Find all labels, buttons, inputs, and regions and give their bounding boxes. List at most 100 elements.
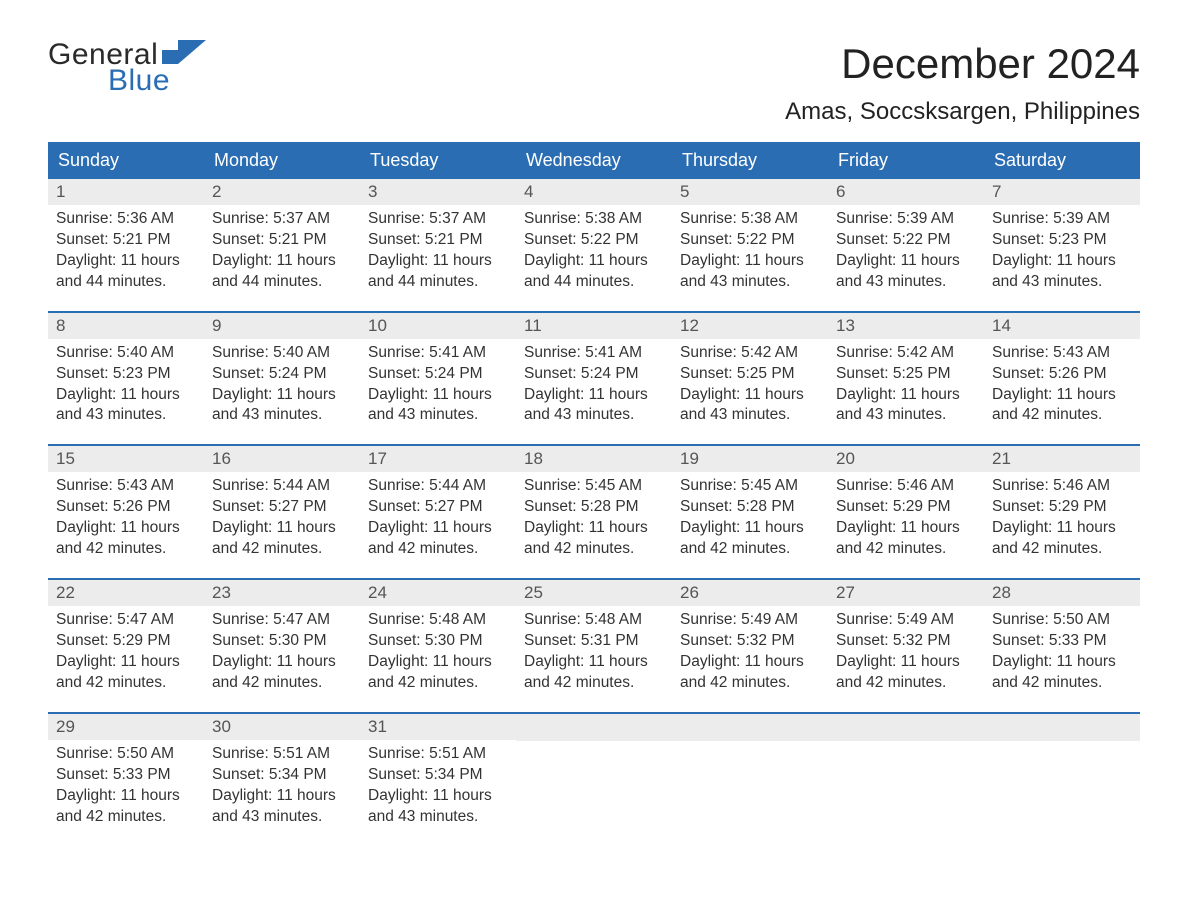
day-body: Sunrise: 5:36 AMSunset: 5:21 PMDaylight:… [48,205,204,301]
calendar: SundayMondayTuesdayWednesdayThursdayFrid… [48,142,1140,835]
day-body: Sunrise: 5:49 AMSunset: 5:32 PMDaylight:… [828,606,984,702]
day-cell: 11Sunrise: 5:41 AMSunset: 5:24 PMDayligh… [516,313,672,435]
day-cell: 22Sunrise: 5:47 AMSunset: 5:29 PMDayligh… [48,580,204,702]
day-cell: 6Sunrise: 5:39 AMSunset: 5:22 PMDaylight… [828,179,984,301]
daylight-line2: and 43 minutes. [524,405,664,426]
day-cell: 7Sunrise: 5:39 AMSunset: 5:23 PMDaylight… [984,179,1140,301]
header: General Blue December 2024 Amas, Soccsks… [48,40,1140,126]
daylight-line1: Daylight: 11 hours [524,652,664,673]
daylight-line2: and 43 minutes. [836,405,976,426]
daylight-line1: Daylight: 11 hours [212,652,352,673]
sunset-text: Sunset: 5:26 PM [56,497,196,518]
daylight-line1: Daylight: 11 hours [524,385,664,406]
empty-day-number [516,714,672,741]
sunset-text: Sunset: 5:21 PM [368,230,508,251]
daylight-line2: and 43 minutes. [368,807,508,828]
day-cell: 5Sunrise: 5:38 AMSunset: 5:22 PMDaylight… [672,179,828,301]
sunset-text: Sunset: 5:25 PM [836,364,976,385]
day-number: 3 [360,179,516,205]
sunset-text: Sunset: 5:33 PM [56,765,196,786]
day-cell: 30Sunrise: 5:51 AMSunset: 5:34 PMDayligh… [204,714,360,836]
sunset-text: Sunset: 5:22 PM [524,230,664,251]
daylight-line2: and 43 minutes. [212,405,352,426]
daylight-line2: and 42 minutes. [992,539,1132,560]
daylight-line1: Daylight: 11 hours [368,652,508,673]
day-body: Sunrise: 5:40 AMSunset: 5:24 PMDaylight:… [204,339,360,435]
sunset-text: Sunset: 5:34 PM [368,765,508,786]
sunset-text: Sunset: 5:27 PM [212,497,352,518]
logo: General Blue [48,40,206,96]
daylight-line1: Daylight: 11 hours [992,385,1132,406]
day-cell: 25Sunrise: 5:48 AMSunset: 5:31 PMDayligh… [516,580,672,702]
daylight-line1: Daylight: 11 hours [836,652,976,673]
daylight-line2: and 44 minutes. [524,272,664,293]
daylight-line1: Daylight: 11 hours [680,251,820,272]
day-cell: 16Sunrise: 5:44 AMSunset: 5:27 PMDayligh… [204,446,360,568]
day-body: Sunrise: 5:51 AMSunset: 5:34 PMDaylight:… [360,740,516,836]
sunrise-text: Sunrise: 5:39 AM [836,209,976,230]
day-cell: 10Sunrise: 5:41 AMSunset: 5:24 PMDayligh… [360,313,516,435]
day-number: 9 [204,313,360,339]
sunrise-text: Sunrise: 5:48 AM [524,610,664,631]
day-cell: 2Sunrise: 5:37 AMSunset: 5:21 PMDaylight… [204,179,360,301]
day-number: 26 [672,580,828,606]
day-body: Sunrise: 5:46 AMSunset: 5:29 PMDaylight:… [984,472,1140,568]
day-number: 24 [360,580,516,606]
sunrise-text: Sunrise: 5:36 AM [56,209,196,230]
day-body: Sunrise: 5:41 AMSunset: 5:24 PMDaylight:… [360,339,516,435]
daylight-line2: and 43 minutes. [680,405,820,426]
day-body: Sunrise: 5:37 AMSunset: 5:21 PMDaylight:… [204,205,360,301]
day-body: Sunrise: 5:39 AMSunset: 5:23 PMDaylight:… [984,205,1140,301]
day-cell: 24Sunrise: 5:48 AMSunset: 5:30 PMDayligh… [360,580,516,702]
day-number: 19 [672,446,828,472]
day-body: Sunrise: 5:48 AMSunset: 5:31 PMDaylight:… [516,606,672,702]
daylight-line1: Daylight: 11 hours [56,251,196,272]
sunset-text: Sunset: 5:32 PM [836,631,976,652]
sunset-text: Sunset: 5:23 PM [992,230,1132,251]
day-number: 21 [984,446,1140,472]
daylight-line1: Daylight: 11 hours [836,518,976,539]
sunrise-text: Sunrise: 5:42 AM [836,343,976,364]
day-body: Sunrise: 5:47 AMSunset: 5:29 PMDaylight:… [48,606,204,702]
day-cell: 23Sunrise: 5:47 AMSunset: 5:30 PMDayligh… [204,580,360,702]
day-cell: 28Sunrise: 5:50 AMSunset: 5:33 PMDayligh… [984,580,1140,702]
sunrise-text: Sunrise: 5:50 AM [992,610,1132,631]
sunrise-text: Sunrise: 5:49 AM [836,610,976,631]
daylight-line2: and 42 minutes. [836,539,976,560]
daylight-line1: Daylight: 11 hours [56,652,196,673]
sunrise-text: Sunrise: 5:38 AM [680,209,820,230]
sunrise-text: Sunrise: 5:46 AM [836,476,976,497]
daylight-line2: and 42 minutes. [992,673,1132,694]
empty-day-cell [828,714,984,836]
day-cell: 15Sunrise: 5:43 AMSunset: 5:26 PMDayligh… [48,446,204,568]
daylight-line1: Daylight: 11 hours [680,518,820,539]
empty-day-cell [984,714,1140,836]
sunset-text: Sunset: 5:29 PM [992,497,1132,518]
sunrise-text: Sunrise: 5:45 AM [524,476,664,497]
empty-day-cell [672,714,828,836]
daylight-line2: and 42 minutes. [56,673,196,694]
day-body: Sunrise: 5:37 AMSunset: 5:21 PMDaylight:… [360,205,516,301]
daylight-line2: and 42 minutes. [836,673,976,694]
day-number: 7 [984,179,1140,205]
day-cell: 21Sunrise: 5:46 AMSunset: 5:29 PMDayligh… [984,446,1140,568]
daylight-line2: and 43 minutes. [836,272,976,293]
day-number: 23 [204,580,360,606]
daylight-line2: and 42 minutes. [212,673,352,694]
weekday-friday: Friday [828,144,984,177]
month-title: December 2024 [785,40,1140,88]
day-cell: 27Sunrise: 5:49 AMSunset: 5:32 PMDayligh… [828,580,984,702]
daylight-line2: and 43 minutes. [56,405,196,426]
daylight-line2: and 42 minutes. [368,539,508,560]
sunrise-text: Sunrise: 5:48 AM [368,610,508,631]
day-cell: 14Sunrise: 5:43 AMSunset: 5:26 PMDayligh… [984,313,1140,435]
day-number: 30 [204,714,360,740]
week-row: 15Sunrise: 5:43 AMSunset: 5:26 PMDayligh… [48,444,1140,568]
sunset-text: Sunset: 5:22 PM [836,230,976,251]
daylight-line1: Daylight: 11 hours [212,385,352,406]
day-body: Sunrise: 5:50 AMSunset: 5:33 PMDaylight:… [48,740,204,836]
sunrise-text: Sunrise: 5:40 AM [56,343,196,364]
day-number: 14 [984,313,1140,339]
weekday-tuesday: Tuesday [360,144,516,177]
day-number: 20 [828,446,984,472]
